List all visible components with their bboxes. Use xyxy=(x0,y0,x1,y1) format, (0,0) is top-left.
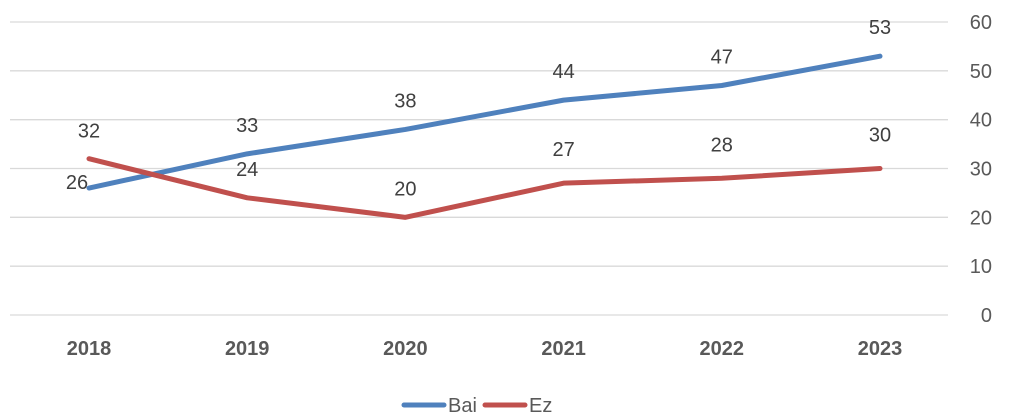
legend-label-bai: Bai xyxy=(448,395,477,417)
data-label-ez: 30 xyxy=(869,125,891,147)
y-tick-label: 20 xyxy=(970,207,992,229)
y-tick-label: 30 xyxy=(970,159,992,181)
y-tick-label: 50 xyxy=(970,61,992,83)
series-lines xyxy=(86,53,883,220)
y-tick-label: 40 xyxy=(970,110,992,132)
x-tick-label: 2018 xyxy=(67,338,112,360)
data-label-ez: 32 xyxy=(78,121,100,143)
series-line-ez xyxy=(86,156,883,220)
gridlines xyxy=(10,21,948,316)
x-tick-label: 2023 xyxy=(858,338,903,360)
data-label-ez: 24 xyxy=(236,159,258,181)
data-label-bai: 38 xyxy=(394,90,416,112)
data-label-bai: 53 xyxy=(869,17,891,39)
data-label-bai: 47 xyxy=(711,46,733,68)
x-tick-label: 2019 xyxy=(225,338,270,360)
legend-label-ez: Ez xyxy=(529,395,552,417)
y-tick-label: 60 xyxy=(970,12,992,34)
x-tick-label: 2022 xyxy=(700,338,745,360)
data-label-ez: 20 xyxy=(394,178,416,200)
x-axis-categories: 2018 2019 2020 2021 2022 2023 xyxy=(67,338,903,360)
y-tick-label: 10 xyxy=(970,256,992,278)
legend: Bai Ez xyxy=(401,395,552,417)
data-label-ez: 27 xyxy=(552,139,574,161)
data-labels: 26 32 33 24 38 20 44 27 47 28 53 30 xyxy=(66,17,891,200)
data-label-bai: 44 xyxy=(552,61,574,83)
data-label-bai: 26 xyxy=(66,172,88,194)
y-tick-label: 0 xyxy=(981,305,992,327)
y-axis-ticks: 0 10 20 30 40 50 60 xyxy=(970,12,992,327)
x-tick-label: 2021 xyxy=(541,338,586,360)
x-tick-label: 2020 xyxy=(383,338,428,360)
series-line-bai xyxy=(86,53,883,191)
data-label-ez: 28 xyxy=(711,134,733,156)
data-label-bai: 33 xyxy=(236,115,258,137)
